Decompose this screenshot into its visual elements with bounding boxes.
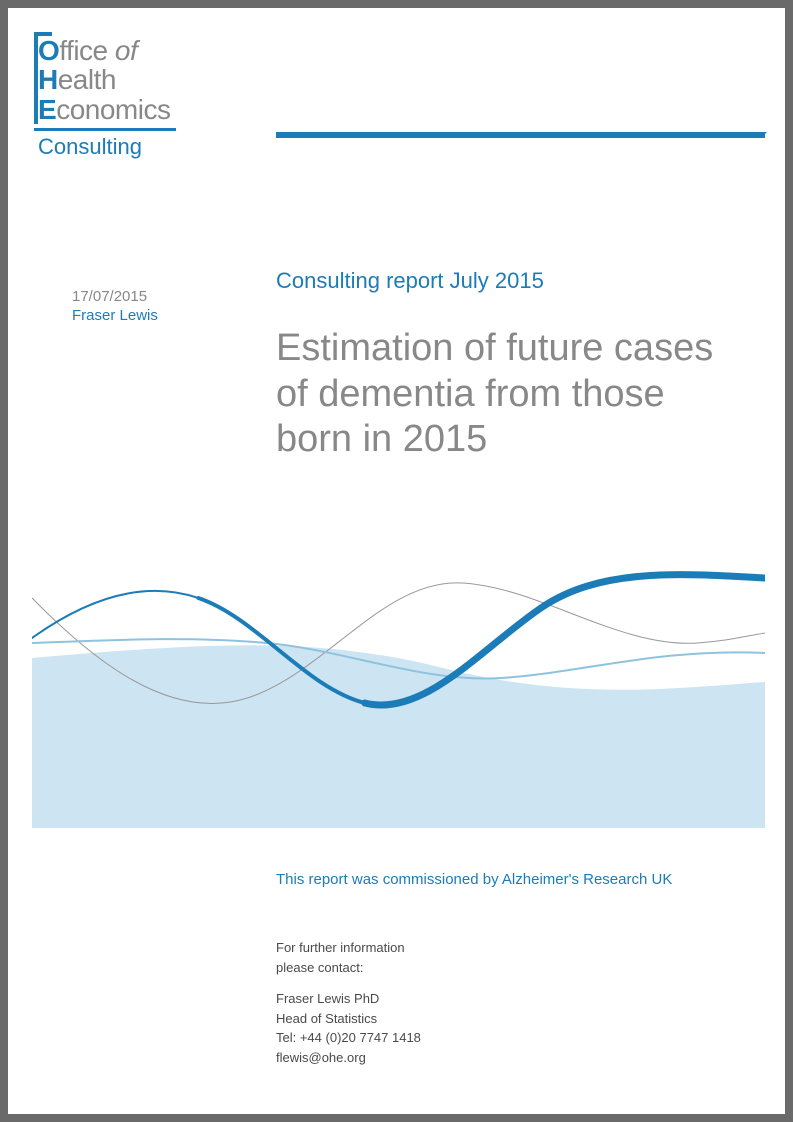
- decorative-waves: [32, 548, 765, 828]
- logo-letter-e: E: [38, 94, 56, 125]
- contact-role: Head of Statistics: [276, 1009, 421, 1029]
- logo-word-1: ffice: [59, 35, 115, 66]
- date-author-block: 17/07/2015 Fraser Lewis: [72, 288, 158, 324]
- contact-heading-line-1: For further information: [276, 938, 421, 958]
- report-subtitle: Consulting report July 2015: [276, 268, 544, 294]
- logo-letter-o: O: [38, 35, 59, 66]
- logo-letter-h: H: [38, 64, 58, 95]
- consulting-label: Consulting: [38, 134, 142, 160]
- header-rule: [276, 132, 765, 138]
- logo-word-of: of: [115, 35, 137, 66]
- contact-heading: For further information please contact:: [276, 938, 421, 977]
- contact-block: For further information please contact: …: [276, 938, 421, 1067]
- report-title: Estimation of future cases of dementia f…: [276, 326, 735, 463]
- logo-line-2: Health: [38, 65, 248, 94]
- contact-name: Fraser Lewis PhD: [276, 989, 421, 1009]
- logo-border-bottom: [34, 128, 176, 131]
- contact-heading-line-2: please contact:: [276, 958, 421, 978]
- contact-email: flewis@ohe.org: [276, 1048, 421, 1068]
- logo-word-3: conomics: [56, 94, 170, 125]
- date-text: 17/07/2015: [72, 288, 158, 305]
- logo-line-3: Economics: [38, 95, 248, 124]
- logo-word-2: ealth: [58, 64, 116, 95]
- wave-fill: [32, 645, 765, 828]
- contact-tel: Tel: +44 (0)20 7747 1418: [276, 1028, 421, 1048]
- logo: Office of Health Economics: [38, 36, 248, 124]
- document-page: Office of Health Economics Consulting 17…: [8, 8, 785, 1114]
- commissioned-text: This report was commissioned by Alzheime…: [276, 869, 705, 892]
- author-text: Fraser Lewis: [72, 307, 158, 324]
- logo-line-1: Office of: [38, 36, 248, 65]
